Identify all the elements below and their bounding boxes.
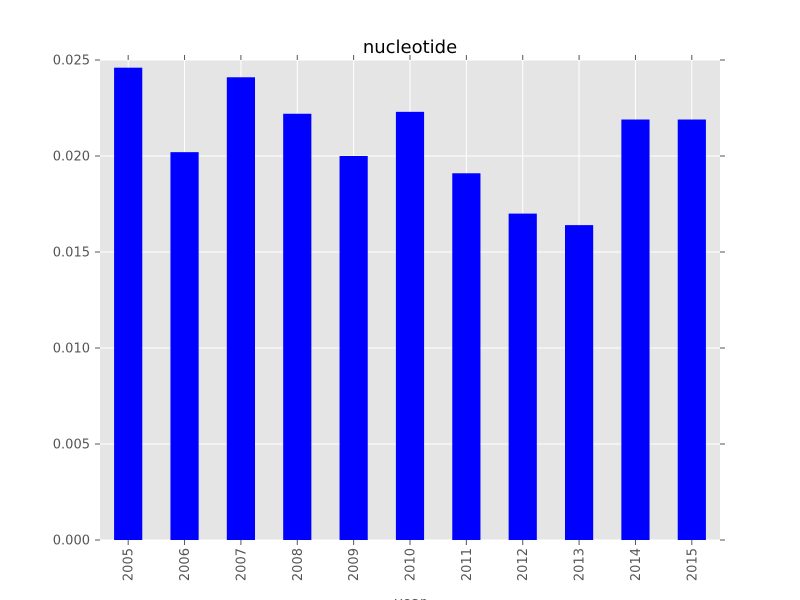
- x-tick-label: 2006: [178, 548, 193, 581]
- y-tick-label: 0.015: [53, 246, 90, 261]
- x-tick-label: 2008: [291, 548, 306, 581]
- y-tick-label: 0.005: [53, 438, 90, 453]
- y-tick-label: 0.010: [53, 342, 90, 357]
- y-tick-label: 0.000: [53, 534, 90, 549]
- bar: [565, 225, 594, 540]
- bar: [339, 156, 368, 540]
- bar: [283, 113, 312, 540]
- x-tick-label: 2014: [629, 548, 644, 581]
- x-tick-label: 2011: [460, 548, 475, 581]
- y-tick-label: 0.020: [53, 150, 90, 165]
- x-tick-label: 2007: [234, 548, 249, 581]
- bar: [508, 213, 537, 540]
- bar: [170, 152, 199, 540]
- x-tick-label: 2015: [685, 548, 700, 581]
- bar: [395, 111, 425, 540]
- bar: [621, 119, 650, 541]
- bar: [452, 173, 481, 540]
- x-axis-ticks: 2005 2006 2007 2008 2009 2010 2011 2012 2013 2014…: [122, 55, 700, 581]
- x-tick-label: 2010: [404, 548, 419, 581]
- x-tick-label: 2012: [516, 548, 531, 581]
- x-tick-label: 2013: [573, 548, 588, 581]
- bar: [226, 77, 255, 540]
- y-tick-label: 0.025: [53, 54, 90, 69]
- bar: [114, 67, 143, 541]
- x-axis-label: year: [394, 595, 425, 600]
- chart-title: nucleotide: [363, 37, 457, 58]
- x-tick-label: 2009: [347, 548, 362, 581]
- bars: [114, 67, 706, 541]
- y-axis-ticks: 0.000 0.005 0.010 0.015 0.020 0.025: [53, 54, 725, 549]
- bar: [677, 119, 706, 541]
- x-tick-label: 2005: [122, 548, 137, 581]
